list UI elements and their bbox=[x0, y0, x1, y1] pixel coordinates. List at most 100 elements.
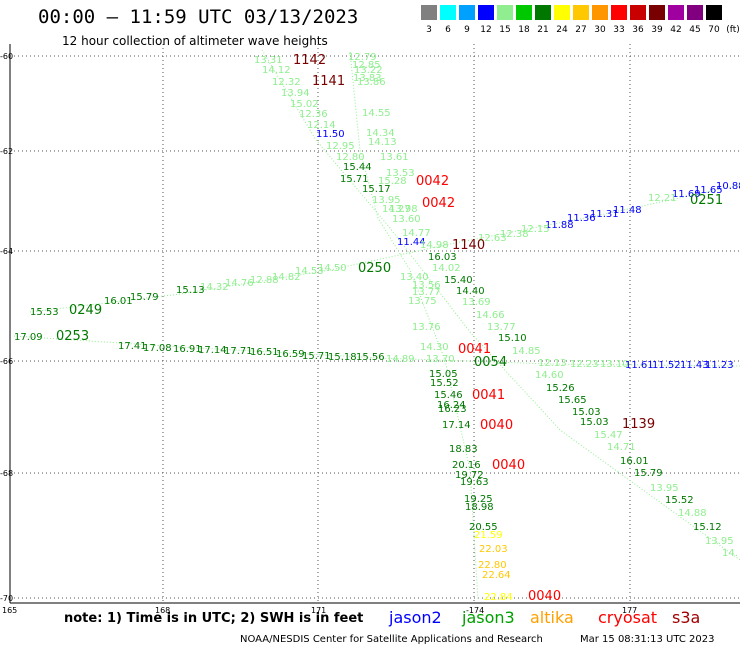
graticule bbox=[10, 44, 740, 603]
wave-height-value: 16.01 bbox=[620, 456, 649, 467]
satellite-track bbox=[13, 335, 740, 367]
legend-swatch bbox=[649, 5, 665, 20]
wave-height-value: 12.80 bbox=[336, 152, 365, 163]
wave-height-value: 11.43 bbox=[680, 360, 709, 371]
wave-height-value: 15.05 bbox=[429, 369, 458, 380]
legend-swatch bbox=[535, 5, 551, 20]
legend-swatch bbox=[554, 5, 570, 20]
wave-height-value: 14.02 bbox=[432, 263, 461, 274]
legend-label: 45 bbox=[689, 25, 701, 35]
pass-time-label: 0253 bbox=[56, 329, 89, 344]
satellite-key-jason2: jason2 bbox=[389, 608, 442, 627]
pass-time-label: 0251 bbox=[690, 193, 723, 208]
wave-height-value: 22.03 bbox=[479, 544, 508, 555]
wave-height-value: 13.22 bbox=[354, 65, 383, 76]
lat-label: -68 bbox=[0, 469, 13, 478]
legend-label: 15 bbox=[499, 25, 511, 35]
wave-height-value: 12.38 bbox=[500, 229, 529, 240]
wave-height-value: 15.71 bbox=[340, 174, 369, 185]
wave-height-value: 16.23 bbox=[438, 404, 467, 415]
wave-height-value: 12.85 bbox=[352, 60, 381, 71]
wave-height-value: 15.56 bbox=[356, 352, 385, 363]
wave-height-value: 16.01 bbox=[104, 296, 133, 307]
wave-height-value: 19.25 bbox=[464, 494, 493, 505]
satellite-key-s3a: s3a bbox=[672, 608, 701, 627]
wave-height-value: 13.76 bbox=[412, 322, 441, 333]
legend-label: 9 bbox=[464, 25, 470, 35]
wave-height-value: 15.18 bbox=[328, 352, 357, 363]
wave-height-value: 15.79 bbox=[130, 292, 159, 303]
wave-height-value: 12.14 bbox=[307, 120, 336, 131]
wave-height-value: 14.76 bbox=[225, 278, 254, 289]
wave-height-value: 11.69 bbox=[672, 189, 701, 200]
page-subtitle: 12 hour collection of altimeter wave hei… bbox=[62, 34, 328, 48]
legend-label: 21 bbox=[537, 25, 549, 35]
wave-height-value: 15.03 bbox=[580, 417, 609, 428]
wave-height-value: 13.94 bbox=[281, 88, 310, 99]
legend-swatch bbox=[421, 5, 437, 20]
wave-height-value: 15.17 bbox=[362, 184, 391, 195]
wave-height-value: 13.69 bbox=[462, 297, 491, 308]
wave-height-value: 13.75 bbox=[408, 296, 437, 307]
lat-label: -70 bbox=[0, 594, 13, 603]
wave-height-value: 14.77 bbox=[402, 228, 431, 239]
wave-height-value: 14.88 bbox=[678, 508, 707, 519]
wave-height-value: 14.98 bbox=[420, 240, 449, 251]
wave-height-value: 15.13 bbox=[176, 285, 205, 296]
wave-height-value: 17.08 bbox=[143, 343, 172, 354]
wave-height-value: 14.53 bbox=[295, 266, 324, 277]
legend-swatch bbox=[687, 5, 703, 20]
legend-label: 6 bbox=[445, 25, 451, 35]
lat-label: -64 bbox=[0, 247, 13, 256]
pass-time-label: 0040 bbox=[528, 589, 561, 604]
wave-height-value: 13.61 bbox=[380, 152, 409, 163]
legend-swatch bbox=[706, 5, 722, 20]
wave-height-value: 12.79 bbox=[348, 52, 377, 63]
wave-height-value: 20.55 bbox=[469, 522, 498, 533]
wave-height-value: 13.95 bbox=[372, 195, 401, 206]
pass-time-label: 0041 bbox=[472, 388, 505, 403]
wave-height-value: 14.60 bbox=[535, 370, 564, 381]
wave-height-value: 17.41 bbox=[118, 341, 147, 352]
wave-height-value: 19.72 bbox=[455, 470, 484, 481]
legend-swatch bbox=[478, 5, 494, 20]
lat-label: -62 bbox=[0, 147, 13, 156]
satellite-track bbox=[261, 49, 740, 561]
wave-height-value: 15.03 bbox=[572, 407, 601, 418]
wave-height-value: 14.27 bbox=[382, 204, 411, 215]
wave-height-value: 16.91 bbox=[173, 344, 202, 355]
note-text: note: 1) Time is in UTC; 2) SWH is in fe… bbox=[64, 611, 364, 626]
wave-height-value: 11.23 bbox=[705, 360, 734, 371]
pass-time-labels: 1142 1141 0042 0042 1140 0251 0250 0249 0253 0041… bbox=[56, 53, 723, 604]
wave-height-value: 15.44 bbox=[343, 162, 372, 173]
wave-height-value: 12.32 bbox=[272, 77, 301, 88]
generated-timestamp: Mar 15 08:31:13 UTC 2023 bbox=[580, 634, 715, 645]
wave-height-value: 12.36 bbox=[299, 109, 328, 120]
legend-label: 42 bbox=[670, 25, 682, 35]
wave-height-value: 13.10 bbox=[600, 359, 629, 370]
lat-label: -66 bbox=[0, 357, 13, 366]
pass-time-label: 0041 bbox=[458, 342, 491, 357]
wave-height-value: 15.53 bbox=[30, 307, 59, 318]
wave-height-value: 13.70 bbox=[426, 354, 455, 365]
axis-labels: -60 -62 -64 -66 -68 -70 165 168 171 -174 177 bbox=[0, 52, 637, 615]
wave-height-value: 16.51 bbox=[250, 347, 279, 358]
satellite-key-altika: altika bbox=[530, 608, 574, 627]
pass-time-label: 1141 bbox=[312, 74, 345, 89]
map-frame bbox=[9, 44, 740, 604]
wave-height-value: 22.80 bbox=[478, 560, 507, 571]
wave-height-value: 17.14 bbox=[198, 345, 227, 356]
pass-time-label: 0042 bbox=[422, 196, 455, 211]
legend-swatch bbox=[573, 5, 589, 20]
wave-height-value: 13.95 bbox=[705, 536, 734, 547]
wave-height-value: 13.77 bbox=[487, 322, 516, 333]
wave-height-value: 14.55 bbox=[362, 108, 391, 119]
legend-label: 27 bbox=[575, 25, 587, 35]
wave-height-value: 14.12 bbox=[262, 65, 291, 76]
lon-label: 168 bbox=[155, 606, 170, 615]
legend-swatch bbox=[497, 5, 513, 20]
wave-height-value: 14. bbox=[722, 548, 738, 559]
wave-height-value: 11.44 bbox=[397, 237, 426, 248]
wave-height-value: 15.52 bbox=[665, 495, 694, 506]
wave-height-value: 20.16 bbox=[452, 460, 481, 471]
